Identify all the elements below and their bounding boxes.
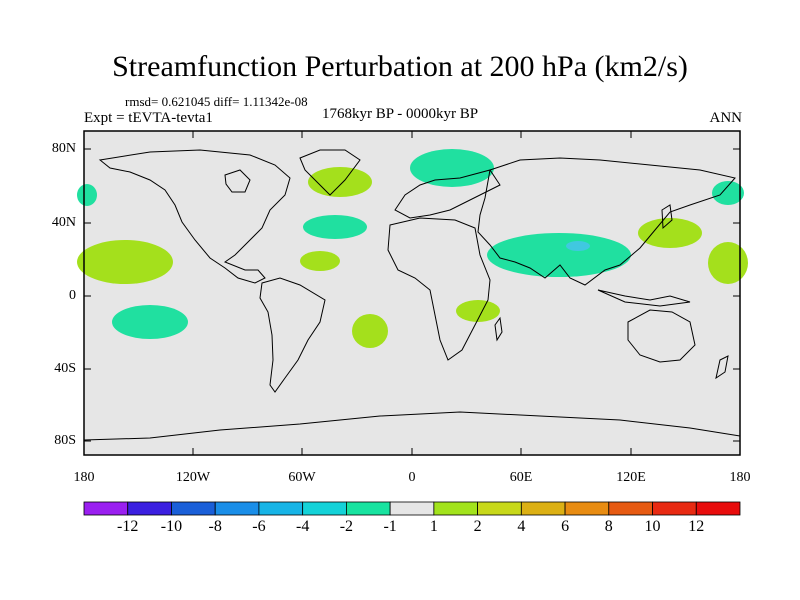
colorbar-label: -4	[295, 518, 310, 535]
coast-antarctica	[83, 411, 741, 441]
anomaly-negative-scandinavia	[410, 149, 494, 187]
colorbar-box	[258, 501, 304, 516]
anomaly-positive-south-atlantic	[352, 314, 388, 348]
colorbar-label: -6	[252, 518, 266, 535]
anomaly-positive-atlantic	[300, 251, 340, 271]
lon-label-0: 0	[408, 470, 416, 485]
anomaly-negative-east-edge	[712, 181, 744, 205]
season-label: ANN	[709, 110, 743, 126]
colorbar	[83, 501, 741, 516]
colorbar-box	[214, 501, 260, 516]
stats-text: rmsd= 0.621045 diff= 1.11342e-08	[125, 94, 308, 109]
lat-label-40s: 40S	[54, 361, 76, 376]
colorbar-label: 6	[561, 518, 570, 535]
experiment-label: Expt = tEVTA-tevta1	[84, 110, 213, 126]
anomaly-negative-asia	[487, 233, 631, 277]
coast-africa	[387, 217, 491, 361]
map-title: Streamfunction Perturbation at 200 hPa (…	[112, 50, 688, 83]
period-label: 1768kyr BP - 0000kyr BP	[322, 106, 479, 122]
anomaly-positive-pacific	[77, 240, 173, 284]
coast-madagascar	[494, 316, 503, 342]
colorbar-box	[608, 501, 653, 516]
anomaly-negative-west-edge	[77, 184, 97, 206]
anomaly-positive-east-edge	[708, 242, 748, 284]
colorbar-label: 10	[644, 518, 661, 535]
lat-label-0: 0	[69, 288, 76, 303]
lat-ticks	[84, 148, 740, 442]
coast-new-zealand	[715, 355, 729, 380]
colorbar-label: 1	[429, 518, 438, 535]
lat-label-80n: 80N	[51, 141, 76, 156]
colorbar-box	[652, 501, 697, 516]
colorbar-box	[477, 501, 522, 516]
lon-label-60w: 60W	[288, 470, 316, 485]
coast-hudson-bay	[224, 169, 251, 193]
anomaly-negative-south-pacific	[112, 305, 188, 339]
coast-japan	[661, 204, 673, 230]
lon-ticks	[192, 131, 632, 455]
colorbar-box	[695, 501, 741, 516]
lon-label-180e: 180	[729, 470, 751, 485]
colorbar-box	[564, 501, 610, 516]
lon-label-120w: 120W	[175, 470, 211, 485]
colorbar-label: 12	[688, 518, 705, 535]
colorbar-label: 8	[604, 518, 613, 535]
anomaly-positive-japan	[638, 218, 702, 248]
colorbar-box	[433, 501, 479, 516]
lat-label-80s: 80S	[54, 433, 76, 448]
lon-label-180w: 180	[73, 470, 95, 485]
colorbar-label: -8	[208, 518, 222, 535]
colorbar-box	[171, 501, 216, 516]
coast-europe	[394, 169, 501, 219]
coast-australia	[627, 309, 696, 363]
anomaly-fields	[77, 149, 748, 348]
colorbar-box	[302, 501, 347, 516]
anomaly-positive-africa	[456, 300, 500, 322]
colorbar-box	[389, 501, 435, 516]
coastlines	[83, 149, 741, 441]
colorbar-box	[520, 501, 566, 516]
coast-indonesia	[597, 289, 691, 307]
coast-south-america	[259, 277, 326, 393]
colorbar-label: 4	[517, 518, 526, 535]
coast-north-america	[98, 149, 291, 284]
map-background	[84, 131, 740, 455]
lon-label-60e: 60E	[509, 470, 533, 485]
colorbar-box	[83, 501, 129, 516]
anomaly-strong-negative-asia	[566, 241, 590, 251]
colorbar-label: 2	[473, 518, 482, 535]
anomaly-negative-atlantic	[303, 215, 367, 239]
lat-label-40n: 40N	[51, 215, 76, 230]
colorbar-label: -1	[383, 518, 397, 535]
lon-label-120e: 120E	[616, 470, 646, 485]
colorbar-label: -10	[160, 518, 183, 535]
coast-asia	[477, 157, 736, 286]
colorbar-label: -12	[117, 518, 139, 535]
colorbar-box	[127, 501, 172, 516]
coast-greenland	[299, 149, 361, 196]
colorbar-label: -2	[339, 518, 354, 535]
colorbar-box	[345, 501, 391, 516]
